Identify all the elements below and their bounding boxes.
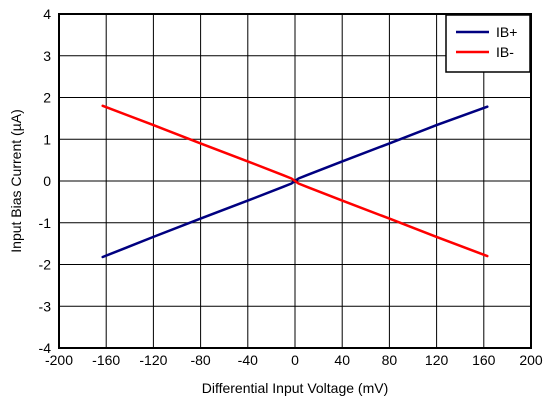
x-tick-label: 120 <box>425 352 449 368</box>
x-tick-label: 160 <box>472 352 496 368</box>
y-tick-label: -3 <box>39 298 52 314</box>
x-tick-label: 80 <box>382 352 398 368</box>
x-tick-label: -160 <box>92 352 120 368</box>
y-tick-label: 0 <box>43 173 51 189</box>
legend-box <box>445 14 531 73</box>
legend-label: IB- <box>496 44 514 60</box>
y-tick-label: 1 <box>43 131 51 147</box>
legend-label: IB+ <box>496 24 517 40</box>
x-tick-label: 40 <box>334 352 350 368</box>
y-axis-title: Input Bias Current (µA) <box>8 109 24 252</box>
x-axis-title: Differential Input Voltage (mV) <box>202 380 389 396</box>
tick-labels: -200 -160 -120 -80 -40 0 40 80 120 160 200-4-3-2-1… <box>39 6 543 368</box>
series-layer <box>101 104 489 259</box>
x-tick-label: -120 <box>139 352 167 368</box>
x-tick-label: -40 <box>238 352 258 368</box>
x-tick-label: -80 <box>190 352 210 368</box>
y-tick-label: -2 <box>39 257 52 273</box>
plot-frame <box>58 13 532 349</box>
x-tick-label: 0 <box>291 352 299 368</box>
x-tick-label: 200 <box>519 352 543 368</box>
y-tick-label: 3 <box>43 48 51 64</box>
series-line-ib-minus <box>101 104 489 258</box>
y-tick-label: 4 <box>43 6 51 22</box>
y-tick-label: 2 <box>43 90 51 106</box>
y-tick-label: -1 <box>39 215 52 231</box>
x-tick-label: -200 <box>45 352 73 368</box>
y-tick-label: -4 <box>39 340 52 356</box>
legend: IB+ IB- <box>445 14 531 73</box>
